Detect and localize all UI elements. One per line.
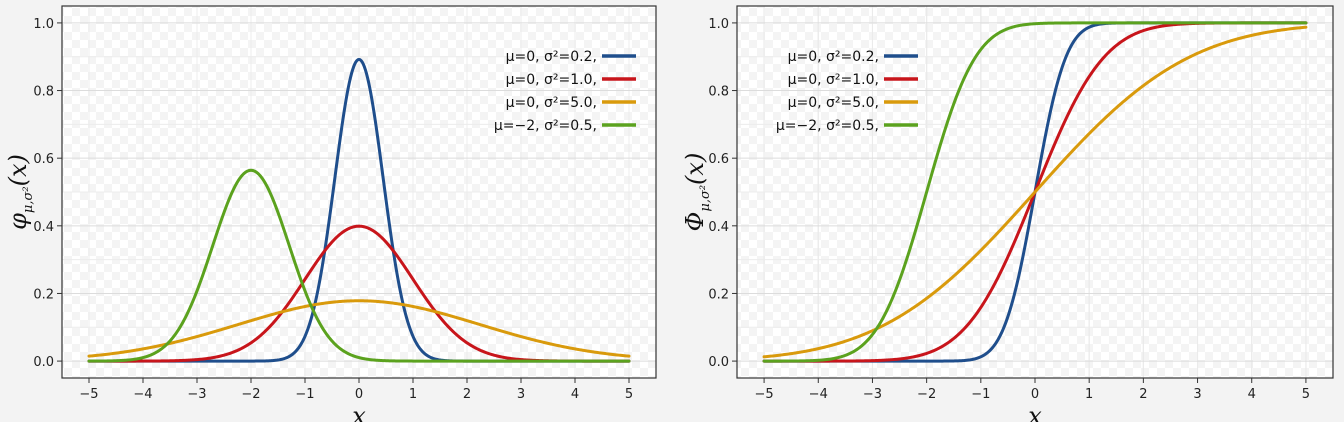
legend-label-1: μ=0, σ²=1.0, [788,72,879,88]
y-axis-label: φμ,σ²(x) [4,154,36,230]
y-tick-label: 0.2 [708,287,729,302]
series-line-2 [87,299,631,358]
series-line-3 [762,21,1308,363]
legend-label-2: μ=0, σ²=5.0, [506,95,597,111]
series-line-3 [87,168,631,363]
x-tick-label: −4 [133,387,152,402]
x-axis-label: x [1028,402,1042,422]
series-line-2 [762,25,1308,359]
x-tick-label: 4 [571,387,579,402]
y-tick-label: 0.2 [33,287,54,302]
x-tick-label: −1 [971,387,990,402]
legend-label-3: μ=−2, σ²=0.5, [494,118,597,134]
x-tick-label: 5 [1302,387,1310,402]
y-tick-label: 0.6 [708,152,729,167]
legend-label-3: μ=−2, σ²=0.5, [776,118,879,134]
x-tick-label: −3 [863,387,882,402]
x-tick-label: −5 [79,387,98,402]
y-tick-label: 0.8 [708,85,729,100]
y-tick-label: 0.4 [708,220,729,235]
x-axis-label: x [352,402,366,422]
y-axis-label: Φμ,σ²(x) [681,153,713,232]
x-tick-label: −5 [755,387,774,402]
y-axis-label-sub: μ,σ² [698,185,713,212]
x-tick-label: 2 [1139,387,1147,402]
x-tick-label: −2 [241,387,260,402]
x-tick-label: −3 [187,387,206,402]
y-tick-label: 1.0 [708,17,729,32]
y-axis-label-main: Φ [681,212,709,232]
x-tick-label: −2 [917,387,936,402]
x-tick-label: 3 [1193,387,1201,402]
x-tick-label: 1 [409,387,417,402]
x-tick-label: 4 [1248,387,1256,402]
pdf-chart: −5 −4 −3 −2 −1 0 1 2 3 4 5 0.0 0.2 0.4 0.6 0.8 1.0 x φμ,σ²… [4,5,657,422]
y-axis-label-arg: (x) [681,153,709,185]
y-tick-label: 0.4 [33,220,54,235]
y-tick-label: 0.6 [33,152,54,167]
x-tick-label: −1 [295,387,314,402]
x-tick-label: 1 [1085,387,1093,402]
legend-label-2: μ=0, σ²=5.0, [788,95,879,111]
x-tick-label: 5 [625,387,633,402]
y-tick-label: 1.0 [33,17,54,32]
x-tick-label: 2 [463,387,471,402]
y-axis-label-sub: μ,σ² [21,186,36,213]
y-tick-label: 0.8 [33,85,54,100]
legend-label-1: μ=0, σ²=1.0, [506,72,597,88]
y-axis-label-main: φ [4,213,32,230]
cdf-chart: −5 −4 −3 −2 −1 0 1 2 3 4 5 0.0 0.2 0.4 0.6 0.8 1.0 x Φμ,σ²… [681,5,1334,422]
x-tick-label: −4 [809,387,828,402]
legend-label-0: μ=0, σ²=0.2, [788,49,879,65]
x-tick-label: 0 [355,387,363,402]
x-tick-label: 3 [517,387,525,402]
y-tick-label: 0.0 [33,355,54,370]
y-tick-label: 0.0 [708,355,729,370]
x-tick-label: 0 [1031,387,1039,402]
y-axis-label-arg: (x) [4,154,32,186]
legend-label-0: μ=0, σ²=0.2, [506,49,597,65]
